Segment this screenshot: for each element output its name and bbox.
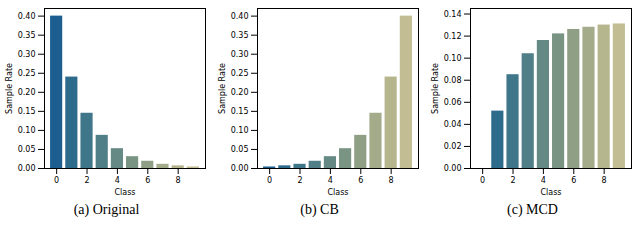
- svg-text:8: 8: [176, 176, 181, 185]
- svg-text:0.08: 0.08: [444, 76, 462, 85]
- svg-text:0.10: 0.10: [231, 126, 249, 135]
- svg-text:Class: Class: [540, 188, 561, 197]
- html-text:(c) MCD: (c) MCD: [507, 202, 558, 217]
- svg-text:Sample Rate: Sample Rate: [5, 63, 14, 114]
- svg-text:0.35: 0.35: [231, 31, 249, 40]
- svg-text:0.06: 0.06: [444, 98, 462, 107]
- svg-text:2: 2: [84, 176, 89, 185]
- svg-text:0.00: 0.00: [444, 164, 462, 173]
- svg-text:8: 8: [602, 176, 607, 185]
- html-text:(a) Original: (a) Original: [73, 202, 140, 217]
- svg-text:0.25: 0.25: [18, 69, 36, 78]
- svg-text:6: 6: [358, 176, 363, 185]
- svg-text:2: 2: [297, 176, 302, 185]
- svg-text:0.15: 0.15: [231, 107, 249, 116]
- svg-text:6: 6: [571, 176, 576, 185]
- svg-text:6: 6: [145, 176, 150, 185]
- svg-text:0.20: 0.20: [18, 88, 36, 97]
- svg-text:0.02: 0.02: [444, 142, 462, 151]
- svg-text:4: 4: [115, 176, 120, 185]
- svg-text:0.10: 0.10: [18, 126, 36, 135]
- svg-text:0.12: 0.12: [444, 32, 462, 41]
- svg-text:0.30: 0.30: [18, 50, 36, 59]
- svg-text:0.00: 0.00: [18, 164, 36, 173]
- svg-text:0.00: 0.00: [231, 164, 249, 173]
- svg-text:0.14: 0.14: [444, 10, 462, 19]
- svg-text:4: 4: [541, 176, 546, 185]
- svg-text:0.40: 0.40: [18, 12, 36, 21]
- html-text:(b) CB: (b) CB: [300, 202, 339, 217]
- svg-text:Sample Rate: Sample Rate: [218, 63, 227, 114]
- svg-text:2: 2: [510, 176, 515, 185]
- svg-text:0.20: 0.20: [231, 88, 249, 97]
- svg-text:0.05: 0.05: [231, 145, 249, 154]
- svg-text:Class: Class: [327, 188, 348, 197]
- svg-text:0: 0: [480, 176, 485, 185]
- svg-text:0.25: 0.25: [231, 69, 249, 78]
- svg-text:0.35: 0.35: [18, 31, 36, 40]
- svg-text:0.40: 0.40: [231, 12, 249, 21]
- svg-text:0.15: 0.15: [18, 107, 36, 116]
- svg-text:0.10: 0.10: [444, 54, 462, 63]
- svg-text:0: 0: [54, 176, 59, 185]
- svg-text:0.30: 0.30: [231, 50, 249, 59]
- svg-text:0.05: 0.05: [18, 145, 36, 154]
- svg-text:Class: Class: [114, 188, 135, 197]
- svg-text:Sample Rate: Sample Rate: [431, 63, 440, 114]
- svg-text:0.04: 0.04: [444, 120, 462, 129]
- svg-text:8: 8: [389, 176, 394, 185]
- svg-text:4: 4: [328, 176, 333, 185]
- svg-text:0: 0: [267, 176, 272, 185]
